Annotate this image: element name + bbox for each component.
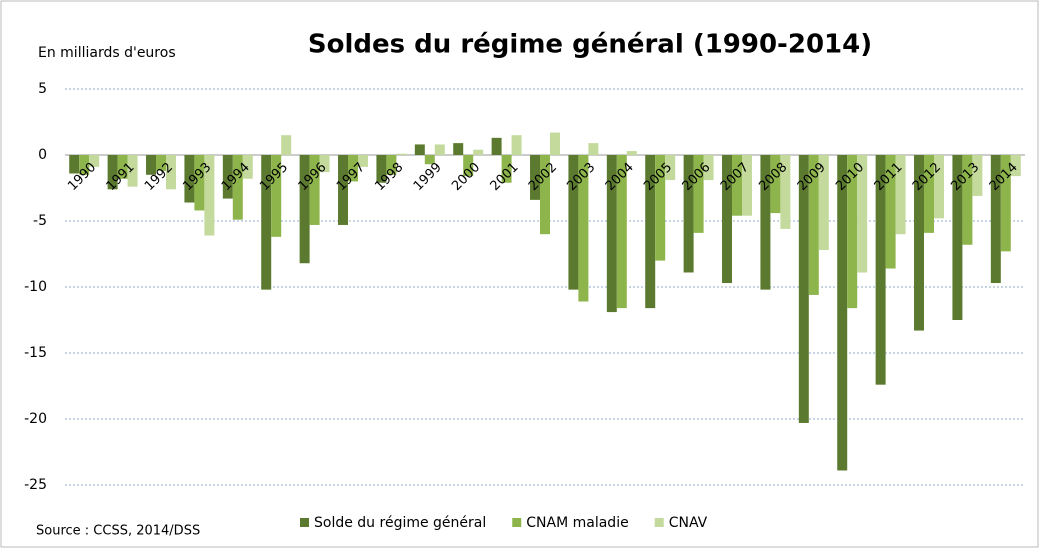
bar [338,155,349,225]
bar [588,143,599,155]
bar [780,155,791,229]
bar [491,137,502,155]
bar [414,144,425,155]
legend-swatch [654,518,664,527]
bar [89,155,100,167]
bar [348,155,358,182]
bar [453,143,464,155]
bar [741,155,752,216]
bar [952,155,963,320]
bar [770,155,781,214]
bar [933,155,944,219]
bar [271,155,282,237]
legend-label: Solde du régime général [314,515,486,531]
y-tick-label: 5 [38,81,47,97]
bar [808,155,819,295]
bar [424,155,435,165]
bar [156,155,166,171]
bar [616,155,627,309]
bar [665,155,676,181]
bar [645,155,656,309]
chart-title: Soldes du régime général (1990-2014) [308,30,872,60]
bar [1010,155,1021,177]
bar [473,149,484,155]
bar [847,155,858,309]
bar [972,155,983,196]
bar [655,155,666,261]
bar [1000,155,1011,252]
bar [127,155,138,187]
bar [146,155,157,175]
source: Source : CCSS, 2014/DSS [36,524,200,539]
bar [857,155,868,273]
bar [606,155,617,313]
bar [319,155,330,173]
bar [578,155,589,302]
bar [798,155,809,423]
bar [204,155,215,236]
bar [962,155,973,245]
bar [165,155,176,190]
bar [376,155,387,183]
bar [396,153,407,155]
bar [242,155,253,179]
y-tick-label: -10 [24,279,47,295]
bar [732,155,742,216]
bar [79,155,90,175]
bar [722,155,733,284]
bar [693,155,704,233]
bar [760,155,771,290]
y-tick-label: -5 [33,213,47,229]
bar [511,135,522,155]
legend-label: CNAV [669,515,708,531]
bar [222,155,233,199]
bar [626,151,637,155]
bar [261,155,272,290]
legend-swatch [512,518,522,527]
bar [540,155,550,235]
bar [703,155,714,181]
legend-label: CNAM maladie [526,515,628,531]
y-tick-label: 0 [38,147,47,163]
bar [530,155,541,200]
bar [357,155,368,167]
bar [990,155,1001,284]
bar [299,155,310,264]
bar [914,155,925,331]
bar [683,155,694,273]
bar [549,132,560,155]
bar [463,155,474,177]
bar [895,155,906,235]
bar [117,155,128,179]
y-tick-label: -25 [24,477,47,493]
legend-swatch [300,518,309,527]
bar [924,155,934,233]
bar [885,155,896,269]
bar [386,155,397,175]
bar [568,155,579,290]
bar [281,135,292,155]
bar [194,155,205,211]
y-axis-label: En milliards d'euros [38,45,176,61]
bar [69,155,80,174]
bar [232,155,243,220]
bar [501,155,512,183]
y-tick-label: -15 [24,345,47,361]
bar [434,144,445,155]
bar [837,155,848,471]
bar [107,155,118,190]
bar [309,155,320,225]
y-tick-label: -20 [24,411,47,427]
bar [818,155,829,251]
bar [875,155,886,385]
bar [184,155,195,203]
